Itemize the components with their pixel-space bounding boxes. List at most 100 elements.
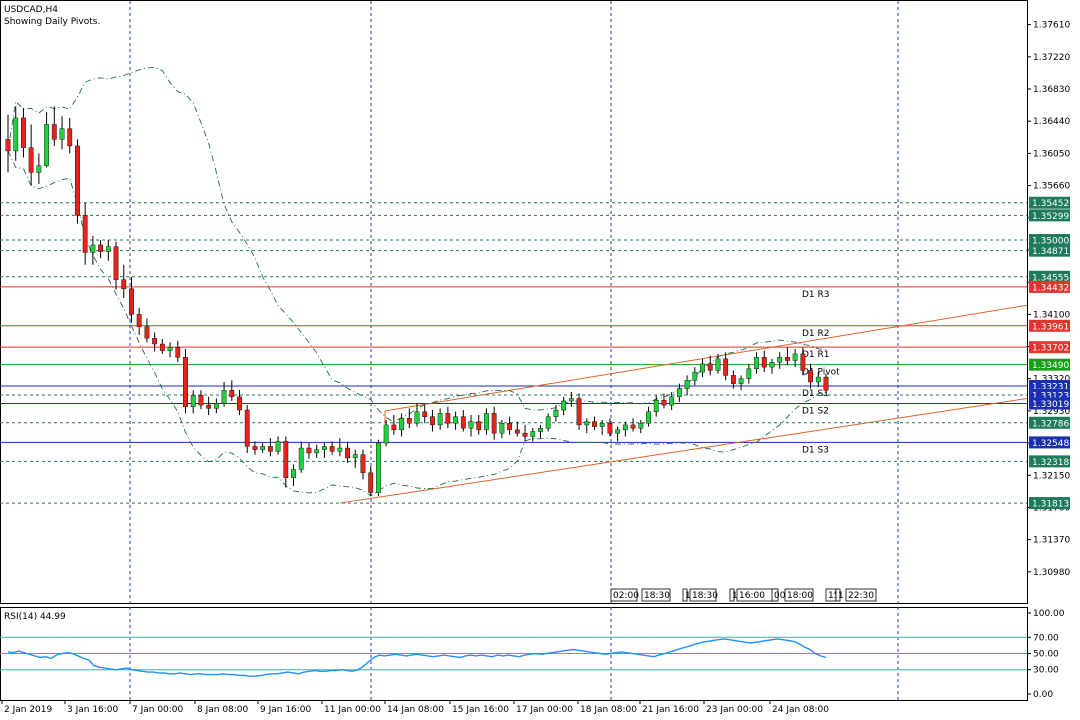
- candle: [329, 441, 335, 455]
- candle-body: [491, 413, 497, 434]
- pivot-label: D1 S1: [802, 389, 829, 399]
- candle: [399, 413, 404, 437]
- price-tag: 1.32786: [1029, 416, 1070, 429]
- time-tick-label: 15 Jan 16:00: [452, 705, 509, 715]
- candle: [553, 405, 559, 422]
- price-tick-label: 1.35660: [1033, 182, 1070, 192]
- price-tick-label: 1.37220: [1033, 53, 1070, 63]
- candle-body: [823, 376, 829, 391]
- candle: [445, 406, 451, 429]
- pivot-label: D1 R2: [802, 329, 830, 339]
- candle-body: [723, 358, 729, 376]
- candle: [376, 439, 381, 496]
- price-tag-label: 1.33702: [1032, 344, 1069, 354]
- candle: [198, 390, 204, 410]
- time-tick-label: 21 Jan 16:00: [642, 705, 699, 715]
- time-box-frame: [610, 588, 638, 602]
- price-tag-box: [1029, 270, 1070, 283]
- pivot-label: D1 S3: [802, 445, 829, 455]
- price-tag-box: [1029, 341, 1070, 354]
- candle-body: [430, 416, 435, 426]
- candle: [437, 408, 443, 430]
- candle-body: [329, 446, 335, 452]
- price-tag-box: [1029, 416, 1070, 429]
- candle-body: [345, 447, 350, 459]
- candle-body: [576, 398, 582, 426]
- candle: [406, 408, 412, 429]
- candle: [700, 358, 705, 378]
- candle: [75, 139, 80, 224]
- candle-body: [5, 139, 11, 152]
- trend-line-lower: [339, 398, 1028, 504]
- price-tick-label: 1.31370: [1033, 536, 1070, 546]
- rsi-label: RSI(14) 44.99: [4, 612, 66, 622]
- candle: [67, 117, 73, 154]
- candle-body: [237, 396, 242, 411]
- candle-body: [383, 424, 389, 444]
- price-tag-box: [1029, 397, 1070, 410]
- time-tick-label: 11 Jan 00:00: [324, 705, 381, 715]
- candle-body: [321, 446, 327, 450]
- candle-body: [206, 404, 212, 409]
- candle: [661, 393, 667, 409]
- candle-body: [661, 399, 667, 406]
- price-tag-label: 1.32318: [1032, 458, 1069, 468]
- price-tag-box: [1029, 234, 1070, 247]
- time-box-label: 00: [774, 591, 786, 601]
- candle-body: [90, 244, 96, 253]
- price-tick-label: 1.32930: [1033, 407, 1070, 417]
- candle-body: [568, 398, 574, 402]
- pivot-label: D1 S2: [802, 407, 829, 417]
- candle-body: [638, 423, 644, 429]
- candle-body: [630, 424, 636, 429]
- candle-body: [159, 343, 165, 351]
- candle-body: [59, 128, 65, 140]
- candle-body: [545, 416, 551, 429]
- time-box-label: 22:30: [848, 591, 874, 601]
- time-tick-label: 8 Jan 08:00: [197, 705, 249, 715]
- price-tick-label: 1.36050: [1033, 149, 1070, 159]
- price-tag-box: [1029, 358, 1070, 371]
- price-tag-label: 1.34871: [1032, 247, 1069, 257]
- time-box-frame: [784, 588, 814, 602]
- candle-body: [167, 347, 173, 351]
- price-tag: 1.31813: [1029, 497, 1070, 510]
- candle-body: [584, 421, 590, 426]
- candle-body: [761, 357, 767, 368]
- rsi-tick-label: 100.00: [1033, 609, 1065, 619]
- candle: [98, 240, 104, 259]
- time-box: 16:00: [736, 588, 778, 602]
- candle-body: [28, 147, 34, 173]
- candle-body: [136, 314, 142, 327]
- candle: [638, 419, 644, 434]
- time-box: 18:30: [689, 588, 718, 602]
- candle: [298, 441, 304, 473]
- time-tick-label: 24 Jan 08:00: [772, 705, 829, 715]
- price-tag-box: [1029, 319, 1070, 332]
- candle-body: [75, 145, 80, 216]
- candle-body: [406, 418, 412, 424]
- candle: [44, 112, 49, 168]
- candle-body: [221, 390, 227, 404]
- candle-body: [314, 449, 320, 454]
- candle-body: [738, 378, 744, 384]
- price-tag-label: 1.35452: [1032, 199, 1069, 209]
- time-box-label: 1: [838, 591, 844, 601]
- price-tag-label: 1.34555: [1032, 273, 1069, 283]
- candle-body: [792, 353, 798, 361]
- candle-body: [800, 353, 806, 371]
- candle-body: [522, 432, 528, 437]
- candle-body: [754, 357, 759, 369]
- candle: [51, 106, 57, 146]
- candle-body: [730, 375, 736, 384]
- candle-body: [67, 128, 73, 147]
- candle: [368, 466, 374, 496]
- candle: [592, 416, 597, 430]
- candle: [213, 398, 219, 414]
- pivot-label: D1 R3: [802, 290, 830, 300]
- price-tag-label: 1.32786: [1032, 419, 1069, 429]
- time-tick-label: 9 Jan 16:00: [260, 705, 312, 715]
- pivot-label: D1 Pivot: [802, 368, 840, 378]
